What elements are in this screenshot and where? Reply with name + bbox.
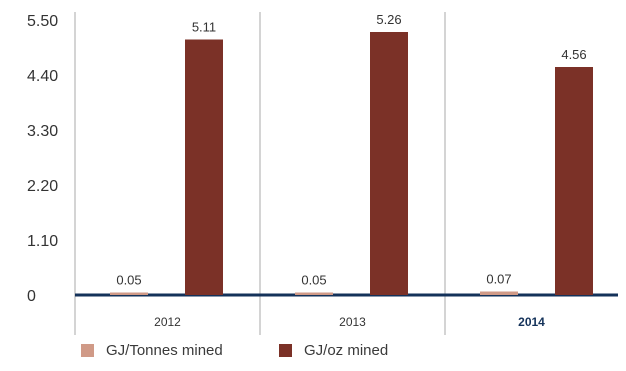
bar-oz <box>185 39 223 295</box>
legend-label-oz: GJ/oz mined <box>304 342 389 359</box>
x-tick-label: 2013 <box>339 315 366 329</box>
bar-tonnes <box>480 291 518 295</box>
legend-item-oz: GJ/oz mined <box>279 342 388 359</box>
y-tick-label: 1.10 <box>27 233 58 250</box>
bar-oz <box>370 32 408 295</box>
data-label: 4.56 <box>561 47 586 62</box>
data-label: 0.07 <box>486 272 511 287</box>
y-tick-label: 2.20 <box>27 178 58 195</box>
y-tick-label: 3.30 <box>27 123 58 140</box>
bar-tonnes <box>110 292 148 295</box>
y-tick-label: 5.50 <box>27 13 58 30</box>
data-label: 5.11 <box>192 20 216 35</box>
axes <box>74 12 618 335</box>
x-tick-label: 2014 <box>518 315 545 329</box>
data-label: 5.26 <box>376 12 401 27</box>
x-tick-label: 2012 <box>154 315 181 329</box>
bar-tonnes <box>295 292 333 295</box>
bar-oz <box>555 67 593 295</box>
data-label: 0.05 <box>301 273 326 288</box>
legend-swatch-oz <box>279 344 292 357</box>
y-tick-label: 0 <box>27 288 36 305</box>
legend-label-tonnes: GJ/Tonnes mined <box>106 342 223 359</box>
bars <box>110 32 593 295</box>
y-tick-label: 4.40 <box>27 68 58 85</box>
labels: 0 1.10 2.20 3.30 4.40 5.50 2012 2013 2014 0.05 0.0… <box>27 12 587 329</box>
legend-item-tonnes: GJ/Tonnes mined <box>81 342 223 359</box>
legend-swatch-tonnes <box>81 344 94 357</box>
data-label: 0.05 <box>116 273 141 288</box>
